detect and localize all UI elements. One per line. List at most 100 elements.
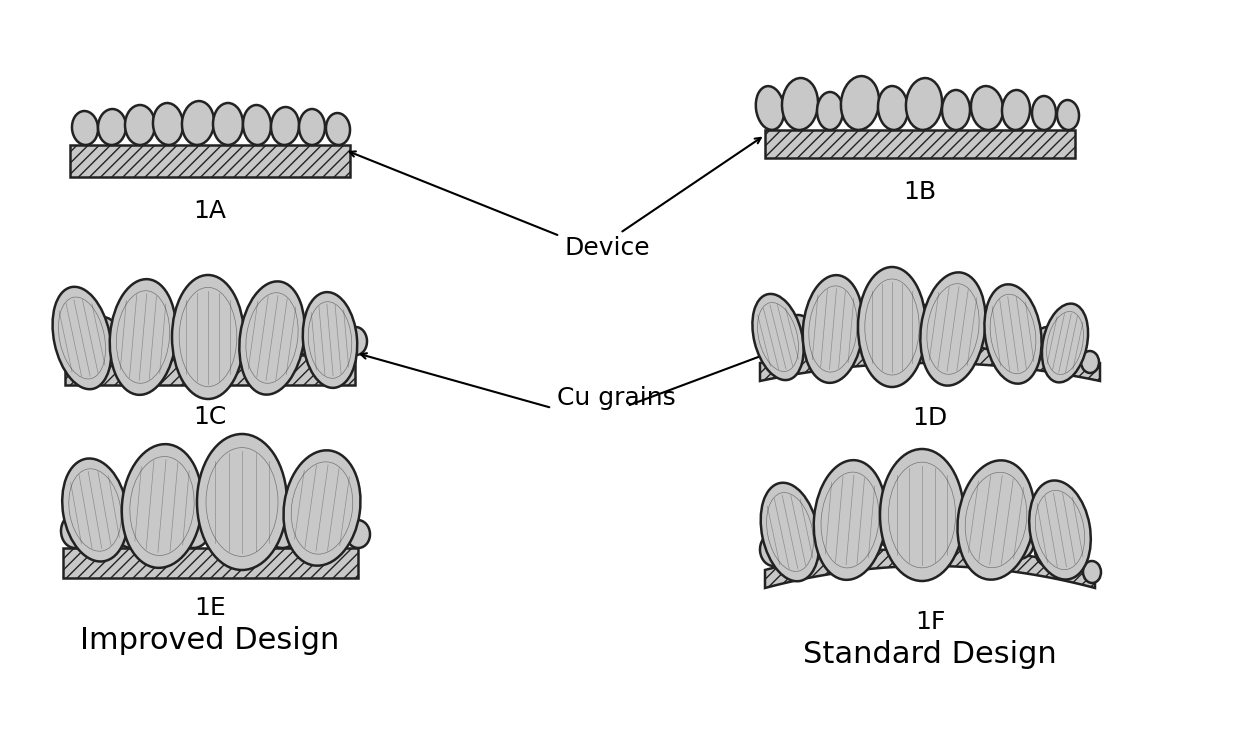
Ellipse shape (753, 294, 804, 380)
Ellipse shape (760, 534, 786, 566)
Ellipse shape (122, 444, 202, 568)
Ellipse shape (205, 506, 241, 548)
Ellipse shape (109, 279, 176, 395)
Ellipse shape (284, 450, 361, 566)
Text: 1E: 1E (195, 596, 226, 620)
Ellipse shape (205, 315, 238, 355)
Ellipse shape (236, 508, 270, 548)
Ellipse shape (182, 101, 215, 145)
Ellipse shape (52, 287, 112, 389)
Ellipse shape (345, 327, 367, 355)
Bar (69, 145, 350, 177)
Ellipse shape (843, 306, 877, 346)
Text: 1A: 1A (193, 199, 227, 223)
Ellipse shape (843, 507, 879, 549)
Text: 1C: 1C (193, 405, 227, 429)
Bar (765, 130, 1075, 158)
Ellipse shape (197, 434, 286, 570)
Ellipse shape (114, 504, 150, 548)
Ellipse shape (243, 105, 272, 145)
Polygon shape (760, 345, 1100, 381)
Ellipse shape (782, 315, 813, 353)
Ellipse shape (321, 325, 347, 355)
Ellipse shape (756, 86, 784, 130)
Ellipse shape (1061, 548, 1083, 574)
Ellipse shape (293, 321, 322, 355)
Ellipse shape (957, 461, 1034, 579)
Ellipse shape (811, 309, 844, 349)
Ellipse shape (87, 317, 119, 355)
Bar (62, 548, 357, 578)
Ellipse shape (971, 86, 1003, 130)
Ellipse shape (125, 105, 155, 145)
Ellipse shape (1042, 303, 1087, 382)
Ellipse shape (940, 306, 973, 346)
Ellipse shape (153, 103, 184, 145)
Ellipse shape (264, 319, 296, 355)
Bar (62, 548, 357, 578)
Ellipse shape (782, 78, 818, 130)
Ellipse shape (906, 506, 942, 548)
Ellipse shape (878, 86, 908, 130)
Ellipse shape (1083, 561, 1101, 583)
Ellipse shape (213, 103, 243, 145)
Ellipse shape (236, 317, 267, 355)
Text: Standard Design: Standard Design (804, 640, 1056, 669)
Ellipse shape (1034, 327, 1060, 359)
Ellipse shape (326, 113, 350, 145)
Ellipse shape (62, 458, 128, 562)
Ellipse shape (61, 514, 89, 548)
Ellipse shape (175, 315, 210, 355)
Ellipse shape (265, 510, 299, 548)
Ellipse shape (1003, 317, 1033, 353)
Ellipse shape (1032, 96, 1056, 130)
Ellipse shape (756, 327, 782, 359)
Ellipse shape (1081, 351, 1099, 373)
Ellipse shape (1056, 100, 1079, 130)
Ellipse shape (1004, 523, 1034, 559)
Text: 1B: 1B (904, 180, 936, 204)
Ellipse shape (148, 317, 179, 355)
Ellipse shape (941, 509, 975, 549)
Bar (64, 355, 355, 385)
Ellipse shape (972, 311, 1004, 349)
Bar (64, 355, 355, 385)
Ellipse shape (172, 275, 244, 399)
Ellipse shape (875, 506, 911, 548)
Ellipse shape (303, 292, 357, 388)
Ellipse shape (294, 512, 326, 548)
Ellipse shape (145, 506, 181, 548)
Ellipse shape (1059, 337, 1081, 365)
Ellipse shape (942, 90, 970, 130)
Text: 1F: 1F (915, 610, 945, 634)
Ellipse shape (760, 483, 820, 582)
Ellipse shape (61, 321, 89, 355)
Ellipse shape (985, 284, 1042, 384)
Ellipse shape (322, 516, 350, 548)
Ellipse shape (86, 508, 120, 548)
Ellipse shape (346, 520, 370, 548)
Ellipse shape (802, 275, 863, 383)
Ellipse shape (1002, 90, 1030, 130)
Ellipse shape (875, 305, 909, 345)
Ellipse shape (1035, 534, 1061, 566)
Ellipse shape (973, 515, 1004, 553)
Bar (69, 145, 350, 177)
Ellipse shape (117, 315, 150, 355)
Ellipse shape (906, 305, 941, 345)
Ellipse shape (272, 107, 299, 145)
Text: Cu grains: Cu grains (557, 386, 676, 410)
Ellipse shape (239, 281, 305, 395)
Bar (765, 130, 1075, 158)
Ellipse shape (1029, 480, 1091, 579)
Ellipse shape (72, 111, 98, 145)
Ellipse shape (858, 267, 926, 387)
Polygon shape (765, 548, 1095, 588)
Ellipse shape (812, 511, 848, 553)
Ellipse shape (784, 521, 816, 559)
Ellipse shape (813, 461, 887, 580)
Ellipse shape (920, 272, 986, 386)
Ellipse shape (906, 78, 942, 130)
Ellipse shape (299, 109, 325, 145)
Ellipse shape (841, 76, 879, 130)
